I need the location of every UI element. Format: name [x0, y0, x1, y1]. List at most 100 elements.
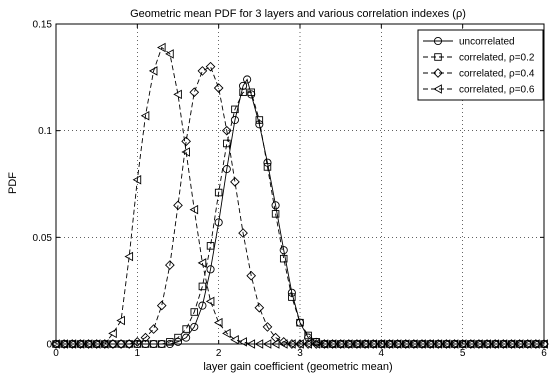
data-point-square	[141, 340, 150, 348]
data-point-square	[296, 318, 304, 327]
data-point-triangle-left	[466, 339, 475, 349]
data-point-square	[223, 139, 231, 148]
data-point-diamond	[433, 339, 444, 349]
data-point-triangle-left	[51, 339, 60, 349]
legend-marker-triangle-left	[433, 84, 442, 94]
data-point-diamond	[522, 339, 533, 349]
data-point-triangle-left	[279, 339, 288, 349]
data-point-triangle-left	[67, 339, 77, 349]
data-point-triangle-left	[238, 337, 247, 347]
data-point-diamond	[425, 339, 435, 349]
data-point-diamond	[116, 339, 126, 349]
data-point-triangle-left	[83, 339, 93, 349]
data-point-triangle-left	[205, 296, 215, 307]
data-point-diamond	[51, 339, 61, 349]
data-point-triangle-left	[498, 339, 508, 349]
data-point-triangle-left	[417, 339, 426, 349]
data-point-square	[263, 163, 272, 171]
data-point-triangle-left	[75, 339, 85, 349]
data-point-triangle-left	[140, 110, 150, 121]
data-point-diamond	[213, 83, 224, 93]
data-point-triangle-left	[482, 339, 491, 349]
legend-marker-square	[434, 53, 442, 61]
data-point-triangle-left	[91, 339, 101, 349]
data-point-triangle-left	[392, 339, 402, 349]
data-point-diamond	[474, 339, 484, 349]
legend: uncorrelated correlated, ρ=0.2 correlated,…	[417, 29, 544, 101]
data-point-circle	[173, 337, 183, 346]
data-point-diamond	[156, 300, 167, 311]
y-tick-label: 0	[46, 340, 52, 351]
data-point-square	[174, 333, 182, 342]
data-point-triangle-left	[148, 66, 158, 76]
data-point-diamond	[514, 339, 525, 349]
data-point-triangle-left	[319, 339, 329, 349]
data-point-diamond	[498, 339, 509, 349]
data-point-diamond	[91, 339, 102, 349]
data-point-diamond	[246, 270, 257, 281]
series-line-triangle-left	[56, 46, 544, 345]
legend-label: uncorrelated	[459, 37, 515, 48]
data-point-square	[214, 188, 223, 197]
data-point-diamond	[83, 339, 94, 349]
data-point-triangle-left	[352, 339, 361, 349]
data-point-square	[247, 88, 255, 97]
y-tick-label: 0.05	[33, 233, 53, 244]
data-point-triangle-left	[327, 339, 337, 349]
data-point-triangle-left	[287, 339, 296, 349]
data-point-square	[166, 338, 174, 346]
data-point-diamond	[506, 339, 517, 349]
x-tick-label: 0	[53, 348, 59, 359]
data-point-square	[231, 105, 239, 114]
legend-label: correlated, ρ=0.6	[459, 85, 535, 96]
data-point-triangle-left	[222, 328, 231, 339]
data-point-triangle-left	[124, 251, 134, 262]
data-point-triangle-left	[116, 315, 125, 326]
data-point-diamond	[173, 200, 183, 211]
data-point-diamond	[197, 66, 208, 76]
x-axis: 0 1 2 3 4 5 6	[53, 24, 547, 359]
data-point-circle	[198, 301, 207, 310]
data-point-triangle-left	[514, 339, 524, 349]
legend-marker-circle	[433, 36, 443, 46]
data-point-circle	[279, 246, 288, 255]
x-tick-label: 3	[297, 348, 303, 359]
legend-marker-diamond	[433, 68, 443, 78]
data-point-triangle-left	[295, 339, 304, 349]
data-point-diamond	[400, 339, 411, 349]
data-point-diamond	[99, 339, 110, 349]
data-point-triangle-left	[384, 339, 394, 349]
data-point-diamond	[376, 339, 387, 349]
data-point-triangle-left	[457, 339, 467, 349]
x-axis-label: layer gain coefficient (geometric mean)	[203, 361, 392, 373]
y-tick-label: 0.15	[33, 20, 53, 31]
data-point-triangle-left	[303, 339, 312, 349]
data-point-triangle-left	[449, 339, 459, 349]
data-point-square	[149, 340, 158, 348]
data-point-triangle-left	[376, 339, 386, 349]
data-point-diamond	[254, 302, 265, 313]
data-point-diamond	[59, 339, 69, 349]
legend-box	[417, 29, 544, 101]
data-point-square	[304, 331, 312, 340]
data-point-triangle-left	[59, 339, 68, 349]
data-point-triangle-left	[425, 339, 434, 349]
data-point-triangle-left	[490, 339, 500, 349]
data-point-diamond	[124, 339, 135, 349]
data-point-circle	[239, 81, 248, 90]
data-point-triangle-left	[132, 174, 142, 185]
data-point-triangle-left	[108, 328, 117, 339]
data-point-square	[288, 293, 296, 301]
data-point-triangle-left	[441, 339, 451, 349]
data-point-triangle-left	[360, 339, 369, 349]
data-point-diamond	[303, 339, 313, 349]
data-point-circle	[214, 218, 223, 227]
grid	[56, 24, 544, 344]
data-point-square	[157, 340, 166, 348]
data-point-diamond	[343, 339, 354, 349]
data-point-diamond	[449, 339, 460, 349]
data-point-triangle-left	[270, 339, 280, 349]
data-point-diamond	[490, 339, 501, 349]
data-point-square	[190, 308, 199, 316]
